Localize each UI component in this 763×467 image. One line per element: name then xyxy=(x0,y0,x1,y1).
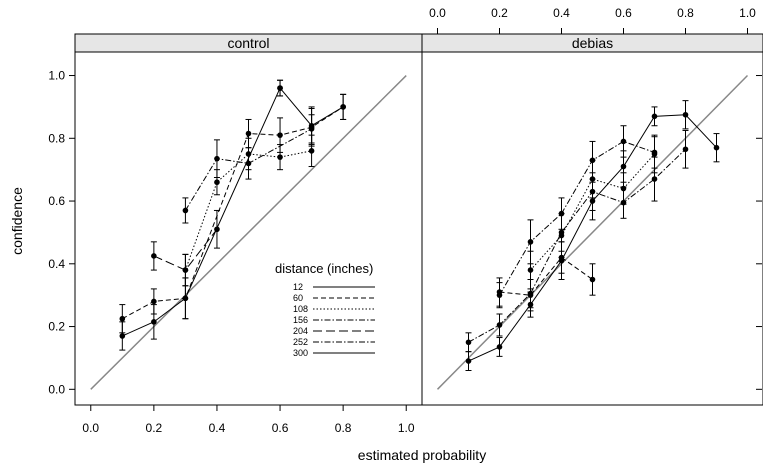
data-point xyxy=(620,199,627,206)
data-point xyxy=(119,315,126,322)
data-point xyxy=(558,229,565,236)
legend-label-204: 204 xyxy=(293,326,308,336)
x-tick-label: 0.4 xyxy=(553,6,570,20)
panel-box-1 xyxy=(421,51,763,406)
y-tick-label: 1.0 xyxy=(48,69,65,83)
x-tick-label: 1.0 xyxy=(739,6,756,20)
y-tick-label: 0.8 xyxy=(48,131,65,145)
data-point xyxy=(277,154,283,160)
data-point xyxy=(214,155,220,162)
series-line-156 xyxy=(499,140,655,296)
data-point xyxy=(496,344,503,350)
data-point xyxy=(651,149,658,156)
legend-label-60: 60 xyxy=(293,293,303,303)
data-point xyxy=(682,146,689,153)
series-debias-156 xyxy=(496,125,658,309)
x-tick-label: 0.0 xyxy=(82,421,99,435)
data-point xyxy=(651,176,658,182)
data-point xyxy=(182,267,189,273)
data-point xyxy=(527,290,534,297)
x-tick-label: 0.8 xyxy=(335,421,352,435)
y-tick-label: 0.2 xyxy=(48,320,65,334)
data-point xyxy=(589,188,596,195)
data-point xyxy=(308,122,315,129)
reference-line-1 xyxy=(436,75,749,390)
y-tick-label: 0.4 xyxy=(48,257,65,271)
x-tick-label: 0.6 xyxy=(272,421,289,435)
x-tick-label: 0.8 xyxy=(677,6,694,20)
series-line-300 xyxy=(122,87,344,337)
x-tick-label: 0.0 xyxy=(429,6,446,20)
series-control-300 xyxy=(119,79,347,351)
data-point xyxy=(651,113,658,120)
data-point xyxy=(151,319,157,325)
data-point xyxy=(496,292,503,298)
x-tick-label: 0.6 xyxy=(615,6,632,20)
reference-line-0 xyxy=(90,75,407,390)
data-point xyxy=(589,157,596,164)
series-line-60 xyxy=(122,106,344,320)
series-debias-252 xyxy=(465,129,689,353)
data-point xyxy=(277,132,283,138)
legend-label-108: 108 xyxy=(293,304,308,314)
series-line-60 xyxy=(499,256,593,296)
data-point xyxy=(713,144,720,151)
y-tick-label: 0.0 xyxy=(48,382,65,396)
data-point xyxy=(182,295,189,302)
data-point xyxy=(620,163,627,170)
legend-label-12: 12 xyxy=(293,282,303,292)
legend-label-156: 156 xyxy=(293,315,308,325)
data-point xyxy=(308,148,315,154)
panel-title-debias: debias xyxy=(572,35,613,51)
x-tick-label: 1.0 xyxy=(398,421,415,435)
data-point xyxy=(589,276,596,283)
data-point xyxy=(340,104,346,110)
series-control-156 xyxy=(182,114,315,224)
legend-label-252: 252 xyxy=(293,337,308,347)
chart-frame: control 0.0 0.2 0.4 0.6 0.8 1.0 0.0 0.2 0.4 0.6 0.8… xyxy=(48,6,763,435)
data-point xyxy=(527,267,534,273)
x-axis-title: estimated probability xyxy=(358,447,486,463)
legend-title: distance (inches) xyxy=(275,261,373,276)
data-point xyxy=(214,179,220,186)
data-point xyxy=(465,339,472,346)
series-line-252 xyxy=(468,148,686,343)
chart-data-layer xyxy=(119,79,720,371)
panel-box-0 xyxy=(74,51,423,406)
data-point xyxy=(151,298,157,305)
data-point xyxy=(682,111,689,118)
legend-label-300: 300 xyxy=(293,348,308,358)
data-point xyxy=(151,253,157,259)
y-axis-title: confidence xyxy=(9,187,25,255)
data-point xyxy=(119,333,126,339)
x-tick-label: 0.2 xyxy=(491,6,508,20)
data-point xyxy=(245,130,252,137)
data-point xyxy=(465,358,472,364)
data-point xyxy=(620,138,627,145)
series-line-156 xyxy=(184,128,312,211)
x-tick-label: 0.4 xyxy=(209,421,226,435)
data-point xyxy=(496,322,503,328)
panel-title-control: control xyxy=(227,35,269,51)
data-point xyxy=(182,207,189,214)
x-tick-label: 0.2 xyxy=(146,421,163,435)
data-point xyxy=(277,85,283,91)
series-debias-60 xyxy=(496,241,596,312)
series-line-108 xyxy=(530,153,655,271)
data-point xyxy=(527,239,534,245)
y-tick-label: 0.6 xyxy=(48,194,65,208)
